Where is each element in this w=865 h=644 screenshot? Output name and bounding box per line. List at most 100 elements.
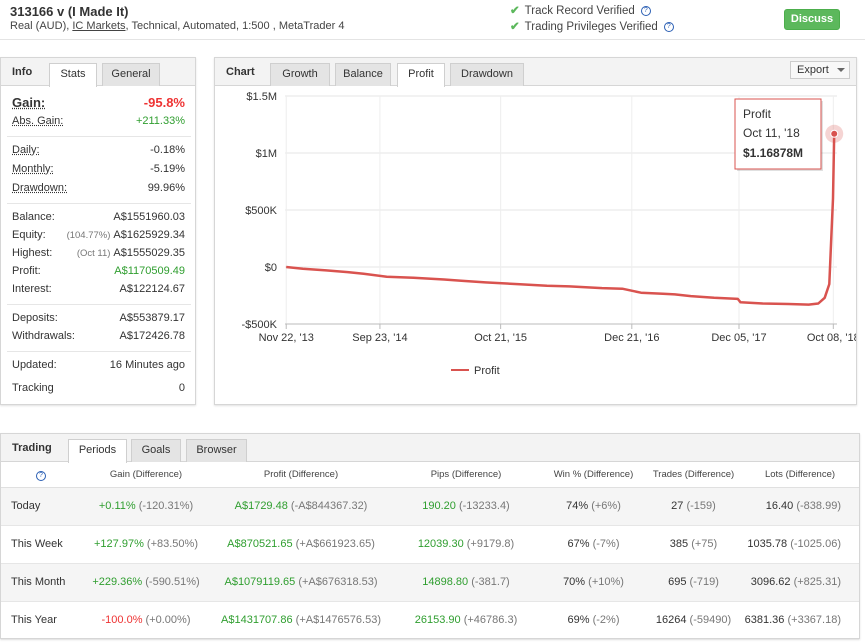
profit-value: A$1431707.86 xyxy=(221,614,293,626)
profit-series-line[interactable] xyxy=(286,133,836,306)
gain-label: Gain: xyxy=(12,95,46,110)
balance-row: Balance: A$1551960.03 xyxy=(12,211,185,227)
profit-cell: A$1431707.86 (+A$1476576.53) xyxy=(211,601,391,640)
chart-title: Chart xyxy=(226,66,255,78)
trades-value: 27 xyxy=(671,500,684,512)
divider xyxy=(7,136,191,137)
trades-difference: (-59490) xyxy=(689,614,732,626)
win-value: 69% xyxy=(567,614,590,626)
trades-cell: 16264 (-59490) xyxy=(646,601,741,640)
tooltip-value: $1.16878M xyxy=(743,146,803,160)
help-icon[interactable]: ? xyxy=(36,470,46,481)
gain-difference: (+0.00%) xyxy=(145,614,191,626)
tab-periods[interactable]: Periods xyxy=(68,439,127,463)
legend-label[interactable]: Profit xyxy=(474,365,500,377)
help-icon[interactable]: ? xyxy=(663,21,674,32)
profit-cell: A$1079119.65 (+A$676318.53) xyxy=(211,563,391,602)
abs-gain-row: Abs. Gain: +211.33% xyxy=(12,115,185,131)
y-tick-label: $0 xyxy=(265,262,277,274)
divider xyxy=(7,203,191,204)
trading-tabs: Trading Periods Goals Browser xyxy=(1,434,859,463)
gain-value: -100.0% xyxy=(101,614,143,626)
table-row: This Week +127.97% (+83.50%) A$870521.65 (… xyxy=(1,525,859,564)
column-header: Gain (Difference) xyxy=(81,463,211,488)
trades-difference: (+75) xyxy=(691,538,718,550)
interest-value: A$122124.67 xyxy=(119,283,185,295)
tooltip-box xyxy=(734,98,822,170)
help-icon[interactable]: ? xyxy=(640,5,651,16)
win-cell: 67% (-7%) xyxy=(541,525,646,564)
drawdown-row: Drawdown: 99.96% xyxy=(12,182,185,198)
lots-cell: 16.40 (-838.99) xyxy=(741,487,859,526)
abs-gain-value: +211.33% xyxy=(135,115,185,127)
monthly-row: Monthly: -5.19% xyxy=(12,163,185,179)
equity-label: Equity: xyxy=(12,229,46,241)
info-title: Info xyxy=(12,66,33,78)
trades-cell: 695 (-719) xyxy=(646,563,741,602)
tab-stats[interactable]: Stats xyxy=(49,63,97,87)
period-cell: This Week xyxy=(1,525,81,564)
pips-value: 26153.90 xyxy=(414,614,461,626)
y-tick-label: $500K xyxy=(245,205,277,217)
profit-value: A$870521.65 xyxy=(227,538,293,550)
interest-label: Interest: xyxy=(12,283,52,295)
lots-difference: (-1025.06) xyxy=(790,538,841,550)
trading-title: Trading xyxy=(12,442,52,454)
period-label: Today xyxy=(11,500,41,512)
trades-difference: (-719) xyxy=(689,576,719,588)
export-label: Export xyxy=(797,64,829,76)
win-difference: (+10%) xyxy=(588,576,624,588)
tab-drawdown[interactable]: Drawdown xyxy=(450,63,524,86)
highest-value-wrap: (Oct 11) A$1555029.35 xyxy=(77,247,185,259)
profit-difference: (+A$676318.53) xyxy=(298,576,378,588)
y-tick-label: -$500K xyxy=(242,319,278,331)
drawdown-value: 99.96% xyxy=(147,182,185,194)
tab-browser[interactable]: Browser xyxy=(186,439,247,462)
x-tick-label: Dec 05, '17 xyxy=(711,332,766,344)
periods-table-body: Today +0.11% (-120.31%) A$1729.48 (-A$8443… xyxy=(1,487,859,640)
trading-privileges-label: Trading Privileges Verified xyxy=(524,21,658,33)
win-cell: 69% (-2%) xyxy=(541,601,646,640)
gain-difference: (-120.31%) xyxy=(138,500,194,512)
data-point[interactable] xyxy=(830,129,839,138)
gain-cell: -100.0% (+0.00%) xyxy=(81,601,211,640)
account-title: 313166 v (I Made It) xyxy=(10,4,129,19)
interest-row: Interest: A$122124.67 xyxy=(12,283,185,299)
win-value: 67% xyxy=(567,538,590,550)
check-icon: ✔ xyxy=(510,5,520,17)
equity-percent: (104.77%) xyxy=(66,230,111,241)
track-record-verified: ✔ Track Record Verified? xyxy=(510,3,651,17)
lots-value: 16.40 xyxy=(765,500,794,512)
pips-difference: (-381.7) xyxy=(471,576,510,588)
win-difference: (-2%) xyxy=(592,614,620,626)
gain-cell: +229.36% (-590.51%) xyxy=(81,563,211,602)
broker-link[interactable]: IC Markets xyxy=(72,20,126,32)
table-row: Today +0.11% (-120.31%) A$1729.48 (-A$8443… xyxy=(1,487,859,526)
withdrawals-label: Withdrawals: xyxy=(12,330,75,342)
trading-panel: Trading Periods Goals Browser ? Gain (Di… xyxy=(0,433,860,640)
monthly-label: Monthly: xyxy=(12,163,54,175)
tab-profit[interactable]: Profit xyxy=(397,63,445,87)
highest-label: Highest: xyxy=(12,247,53,259)
info-tabs: Info Stats General xyxy=(1,58,195,87)
header-help: ? xyxy=(1,463,81,488)
deposits-label: Deposits: xyxy=(12,312,58,324)
gain-row: Gain: -95.8% xyxy=(12,95,185,113)
x-tick-label: Oct 08, '18 xyxy=(807,332,856,344)
profit-difference: (+A$1476576.53) xyxy=(295,614,381,626)
pips-value: 14898.80 xyxy=(422,576,469,588)
export-button[interactable]: Export xyxy=(790,61,850,79)
tracking-row: Tracking 0 xyxy=(12,382,185,398)
tab-growth[interactable]: Growth xyxy=(270,63,330,86)
pips-cell: 14898.80 (-381.7) xyxy=(391,563,541,602)
tab-general[interactable]: General xyxy=(102,63,160,86)
tab-balance[interactable]: Balance xyxy=(335,63,391,86)
divider xyxy=(7,304,191,305)
trades-value: 385 xyxy=(669,538,689,550)
column-header: Lots (Difference) xyxy=(741,463,859,488)
gain-cell: +0.11% (-120.31%) xyxy=(81,487,211,526)
discuss-button[interactable]: Discuss xyxy=(784,9,840,30)
tab-goals[interactable]: Goals xyxy=(131,439,181,462)
info-panel: Info Stats General Gain: -95.8% Abs. Gai… xyxy=(0,57,196,405)
